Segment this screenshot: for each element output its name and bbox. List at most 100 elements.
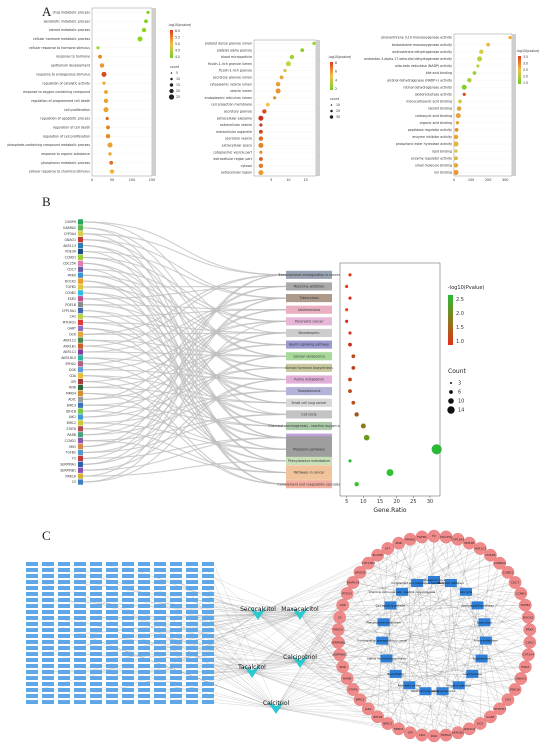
gene-node [78, 313, 83, 320]
edge [275, 563, 500, 709]
pathway-node [428, 576, 440, 584]
target-label: GART [486, 715, 494, 719]
pathway-label: Pancreatic cancer [398, 683, 422, 687]
edge [383, 622, 521, 679]
ingredient-node [58, 592, 70, 596]
ingredient-node [106, 616, 118, 620]
term-label: bile acid binding [426, 71, 452, 75]
edge [299, 617, 340, 663]
target-label: SERPINA1 [332, 653, 347, 657]
ingredient-node [154, 574, 166, 578]
ingredient-node [90, 646, 102, 650]
target-node [501, 693, 515, 706]
edge [197, 661, 301, 673]
gene-label: RARB [67, 433, 76, 437]
dot [109, 169, 115, 174]
dot [258, 115, 264, 121]
edge [149, 617, 253, 673]
ingredient-node [138, 580, 150, 584]
ingredient-node [186, 664, 198, 668]
sankey-link [82, 292, 287, 427]
ingredient-node [106, 580, 118, 584]
ingredient-node [106, 682, 118, 686]
panel-b-figure: DUSP6 GABRA2 CYP3A4 GNAO1 AKR1C3 PDE3A CCND1 CD… [60, 219, 484, 514]
ingredient-node [138, 652, 150, 656]
dot [508, 35, 512, 40]
edge [359, 572, 384, 623]
pathway-node [452, 681, 465, 690]
pathway-label: Chemical carcinogenesis - reactive oxyge… [369, 590, 436, 594]
count-tick: 6 [458, 390, 461, 396]
ingredient-node [154, 676, 166, 680]
target-node [514, 672, 528, 685]
facet-strip [152, 8, 156, 176]
pathway-node [380, 654, 393, 663]
ingredient-node [90, 664, 102, 668]
dotplot-point [348, 389, 352, 394]
edge [275, 536, 435, 709]
dot [453, 163, 459, 168]
ingredient-node [74, 628, 86, 632]
ingredient-node [74, 598, 86, 602]
edge [275, 539, 411, 709]
target-node [392, 722, 406, 736]
ingredient-node [90, 586, 102, 590]
dot [453, 169, 459, 175]
edge [395, 572, 509, 675]
pathway-node [403, 681, 416, 690]
edge [433, 536, 486, 641]
target-label: DUSP6 [485, 553, 495, 557]
target-label: PTGS2 [342, 591, 352, 595]
term-label: response to oxygen-containing compound [23, 90, 90, 94]
pathway-node [419, 687, 432, 696]
ingredient-node [202, 592, 214, 596]
ingredient-node [138, 658, 150, 662]
edge [386, 658, 516, 690]
edge [299, 661, 435, 736]
edge [481, 642, 530, 659]
ingredient-node [138, 562, 150, 566]
legend-tick: 3.5 [523, 55, 528, 59]
edge [445, 583, 452, 736]
term-label: cell projection membrane [211, 103, 252, 107]
ingredient-node [170, 598, 182, 602]
pathway-node [459, 587, 472, 596]
term-label: xenobiotic metabolic process [43, 19, 90, 23]
pathway-node [286, 456, 332, 465]
edge [339, 617, 387, 659]
edge [213, 653, 277, 709]
ingredient-node [90, 700, 102, 704]
ingredient-node [26, 598, 38, 602]
ingredient-node [42, 622, 54, 626]
edge [485, 617, 529, 641]
gene-node [78, 443, 83, 450]
ingredient-node [58, 658, 70, 662]
gene-node [78, 349, 83, 355]
legend-tick: 1.5 [523, 81, 528, 85]
ingredient-node [138, 610, 150, 614]
ingredient-node [26, 676, 38, 680]
edge [275, 678, 348, 709]
x-tick-label: 10 [360, 499, 366, 505]
ingredient-node [26, 622, 38, 626]
sankey-link [82, 344, 287, 400]
edge [409, 539, 411, 686]
target-label: CDA [419, 733, 426, 737]
edge [275, 678, 521, 709]
panel-c-letter: C [42, 528, 51, 543]
edge [383, 548, 388, 623]
ingredient-node [202, 652, 214, 656]
ingredient-node [26, 682, 38, 686]
edge [386, 658, 399, 729]
sankey-link [82, 250, 287, 299]
legend-tick: 1.0 [456, 339, 464, 345]
ingredient-node [202, 586, 214, 590]
ingredient-node [58, 580, 70, 584]
edge [387, 591, 467, 724]
edge [377, 579, 435, 717]
dot [107, 142, 113, 148]
panel-a-letter: A [42, 4, 52, 19]
ingredient-node [154, 634, 166, 638]
sankey-link [82, 367, 287, 418]
ingredient-node [202, 676, 214, 680]
